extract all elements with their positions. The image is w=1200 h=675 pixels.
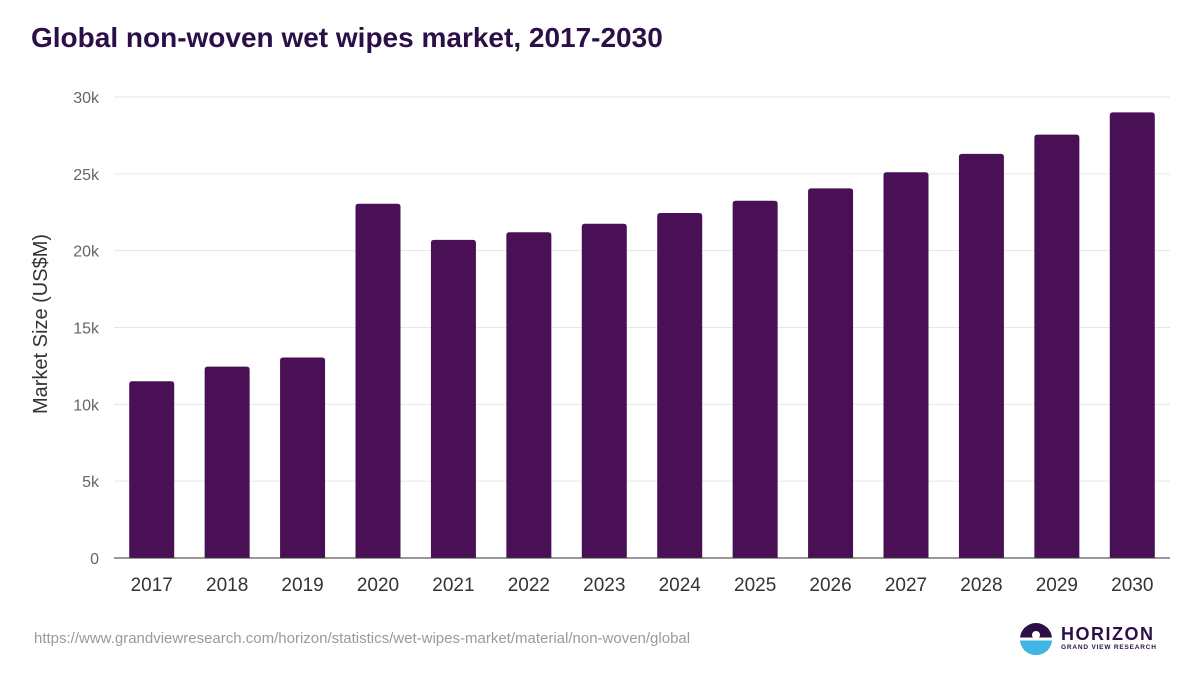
x-tick-label: 2030 [1111, 575, 1153, 596]
y-tick-label: 5k [82, 474, 100, 491]
x-tick-label: 2023 [583, 575, 625, 596]
y-tick-label: 0 [90, 551, 99, 568]
bar-2028[interactable] [958, 153, 1004, 558]
chart-title: Global non-woven wet wipes market, 2017-… [31, 22, 663, 53]
y-axis-label: Market Size (US$M) [30, 234, 52, 414]
y-axis-ticks: 0 5k 10k 15k 20k 25k 30k [73, 90, 100, 568]
y-tick-label: 15k [73, 321, 100, 338]
x-tick-label: 2025 [734, 575, 776, 596]
bar-2029[interactable] [1034, 134, 1080, 559]
x-tick-label: 2021 [432, 575, 474, 596]
y-tick-label: 25k [73, 167, 100, 184]
x-tick-label: 2022 [508, 575, 550, 596]
bar-2027[interactable] [883, 172, 929, 558]
bar-2025[interactable] [732, 200, 778, 558]
source-url[interactable]: https://www.grandviewresearch.com/horizo… [34, 630, 691, 647]
gridlines [114, 96, 1170, 482]
bar-2026[interactable] [808, 188, 854, 558]
logo-tagline: GRAND VIEW RESEARCH [1061, 644, 1157, 651]
x-tick-label: 2027 [885, 575, 927, 596]
bar-2024[interactable] [657, 213, 703, 559]
x-tick-label: 2029 [1036, 575, 1078, 596]
x-tick-label: 2024 [659, 575, 702, 596]
x-tick-label: 2020 [357, 575, 399, 596]
bar-2018[interactable] [204, 366, 250, 558]
y-tick-label: 10k [73, 397, 100, 414]
bar-2022[interactable] [506, 232, 552, 558]
horizon-logo[interactable]: HORIZON GRAND VIEW RESEARCH [1019, 622, 1159, 656]
bars [129, 112, 1155, 559]
bar-2017[interactable] [129, 381, 175, 558]
horizon-logo-icon [1020, 623, 1052, 655]
bar-2030[interactable] [1109, 112, 1155, 558]
y-tick-label: 30k [73, 90, 100, 107]
bar-2023[interactable] [581, 223, 627, 558]
x-tick-label: 2017 [131, 575, 173, 596]
bar-2020[interactable] [355, 203, 401, 558]
x-tick-label: 2018 [206, 575, 248, 596]
x-axis-ticks: 2017 2018 2019 2020 2021 2022 2023 2024 2025 2026… [131, 575, 1154, 596]
logo-name: HORIZON [1061, 624, 1155, 644]
x-tick-label: 2028 [960, 575, 1002, 596]
x-tick-label: 2019 [281, 575, 323, 596]
x-tick-label: 2026 [809, 575, 851, 596]
bar-2021[interactable] [430, 239, 476, 558]
bar-2019[interactable] [280, 357, 326, 558]
y-tick-label: 20k [73, 244, 100, 261]
